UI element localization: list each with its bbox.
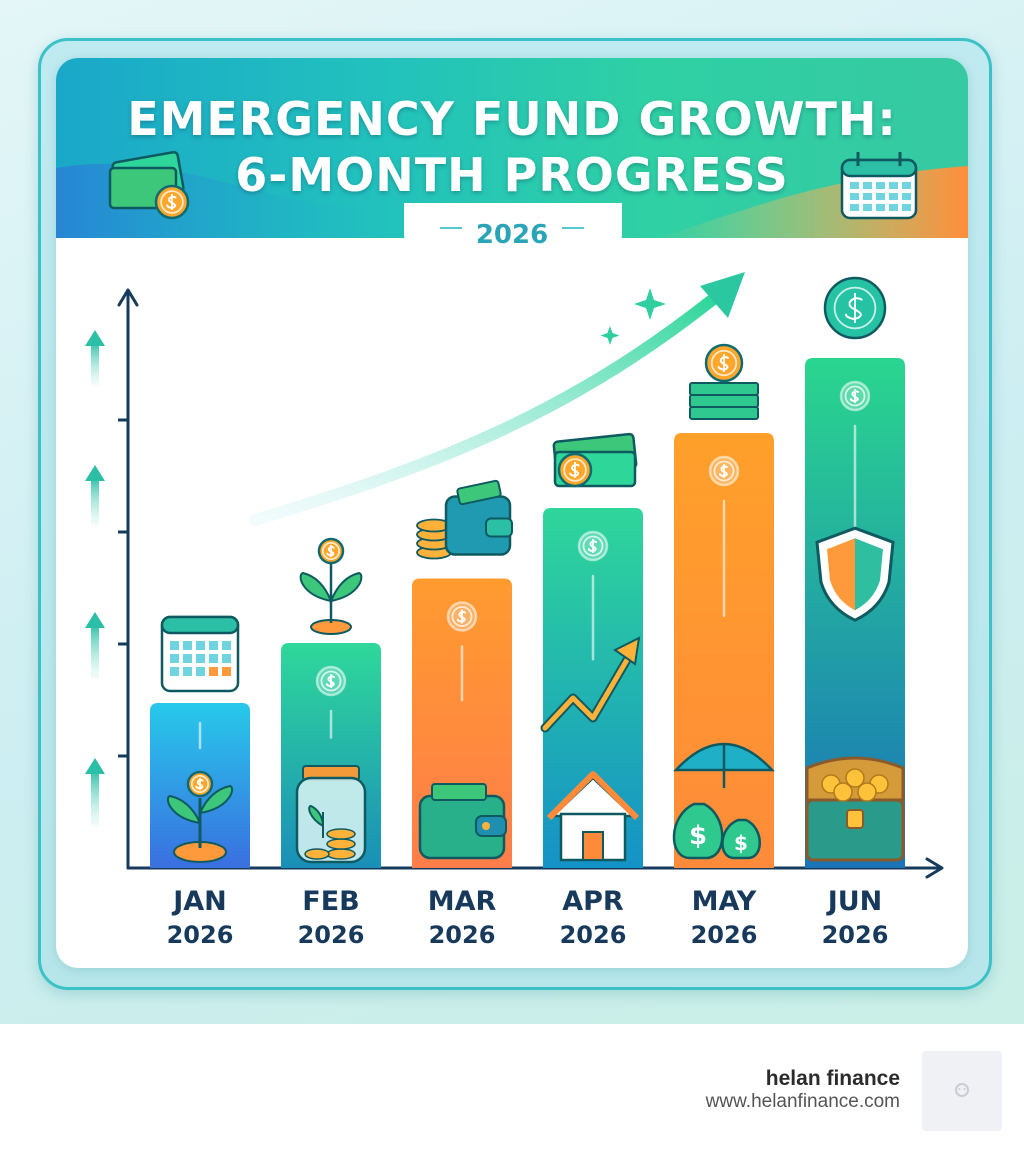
sparkle-icon (634, 288, 666, 320)
period-label: 2026 (475, 220, 549, 250)
x-tick-label: JAN (173, 886, 227, 917)
bar-dollar-icon (577, 530, 609, 562)
x-tick-year-label: 2026 (559, 921, 627, 949)
x-tick-year-label: 2026 (166, 921, 234, 949)
plant-coin-icon (299, 561, 363, 635)
coins-wallet-icon (416, 479, 513, 560)
trend-arrow (249, 294, 718, 526)
side-up-arrow (91, 477, 99, 525)
x-tick-year-label: 2026 (297, 921, 365, 949)
bar-apr (543, 508, 643, 868)
x-tick-label: APR (562, 886, 624, 917)
side-up-arrow (91, 624, 99, 678)
coin-jar-icon (295, 765, 367, 864)
branding-footer: helan finance www.helanfinance.com (0, 1024, 1024, 1154)
brand-logo-icon (922, 1051, 1002, 1131)
bar-may (674, 433, 774, 868)
bar-dollar-icon (315, 665, 347, 697)
sparkle-icon (600, 326, 620, 345)
y-axis-arrow (117, 288, 139, 307)
svg-text:$: $ (734, 831, 748, 855)
chart-subtitle: 6-MONTH PROGRESS (235, 148, 789, 202)
calendar-icon (840, 152, 918, 220)
x-tick-label: MAY (691, 886, 757, 917)
chart-title: EMERGENCY FUND GROWTH: (127, 92, 897, 146)
side-up-arrow-head (85, 330, 105, 346)
side-up-arrow-head (85, 612, 105, 628)
year-tab (404, 203, 622, 261)
svg-text:$: $ (689, 821, 707, 851)
side-up-arrow-head (85, 758, 105, 774)
side-up-arrow (91, 342, 99, 385)
brand-url: www.helanfinance.com (705, 1091, 900, 1112)
brand-name: helan finance (765, 1067, 900, 1090)
x-tick-year-label: 2026 (690, 921, 758, 949)
side-up-arrow-head (85, 465, 105, 481)
trend-arrow-head (700, 272, 745, 318)
side-up-arrow (91, 770, 99, 826)
sprout-coin-icon (166, 784, 234, 863)
house-growth-icon (540, 636, 641, 862)
wallet-icon (418, 783, 507, 860)
x-tick-label: JUN (827, 886, 883, 917)
treasure-chest-shield-icon (805, 756, 905, 862)
calendar-icon (160, 615, 240, 693)
coin-stack-icon (689, 382, 759, 420)
x-tick-label: FEB (302, 886, 360, 917)
x-tick-label: MAR (427, 886, 497, 917)
bar-dollar-icon (839, 380, 871, 412)
bar-dollar-icon (446, 601, 478, 632)
shield-icon (815, 526, 895, 622)
money-bags-umbrella-icon: $ $ (672, 742, 775, 860)
x-tick-year-label: 2026 (428, 921, 496, 949)
x-tick-year-label: 2026 (821, 921, 889, 949)
x-axis-arrow (925, 857, 944, 879)
bar-dollar-icon (708, 455, 740, 487)
chart-svg: $ $ (85, 150, 944, 879)
